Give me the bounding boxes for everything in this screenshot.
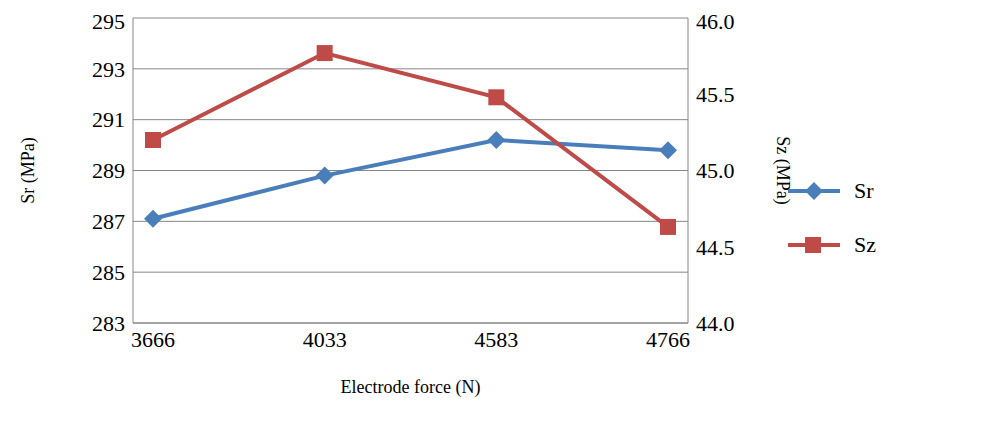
svg-text:44.5: 44.5 [696,235,735,260]
svg-text:44.0: 44.0 [696,311,735,336]
svg-text:Electrode force (N): Electrode force (N) [341,377,481,398]
svg-text:295: 295 [92,9,125,34]
svg-text:4766: 4766 [646,327,690,352]
svg-text:289: 289 [92,158,125,183]
svg-text:Sr (MPa): Sr (MPa) [18,137,39,204]
svg-text:293: 293 [92,57,125,82]
svg-text:46.0: 46.0 [696,9,735,34]
svg-text:4033: 4033 [303,327,347,352]
svg-text:4583: 4583 [474,327,518,352]
svg-text:3666: 3666 [131,327,175,352]
svg-text:287: 287 [92,209,125,234]
html-text:Sz: Sz [854,232,876,257]
html-text:Sr: Sr [854,178,874,203]
svg-text:Sz (MPa): Sz (MPa) [772,136,793,205]
svg-text:45.0: 45.0 [696,158,735,183]
svg-text:291: 291 [92,107,125,132]
svg-text:285: 285 [92,260,125,285]
svg-text:45.5: 45.5 [696,82,735,107]
svg-text:283: 283 [92,311,125,336]
